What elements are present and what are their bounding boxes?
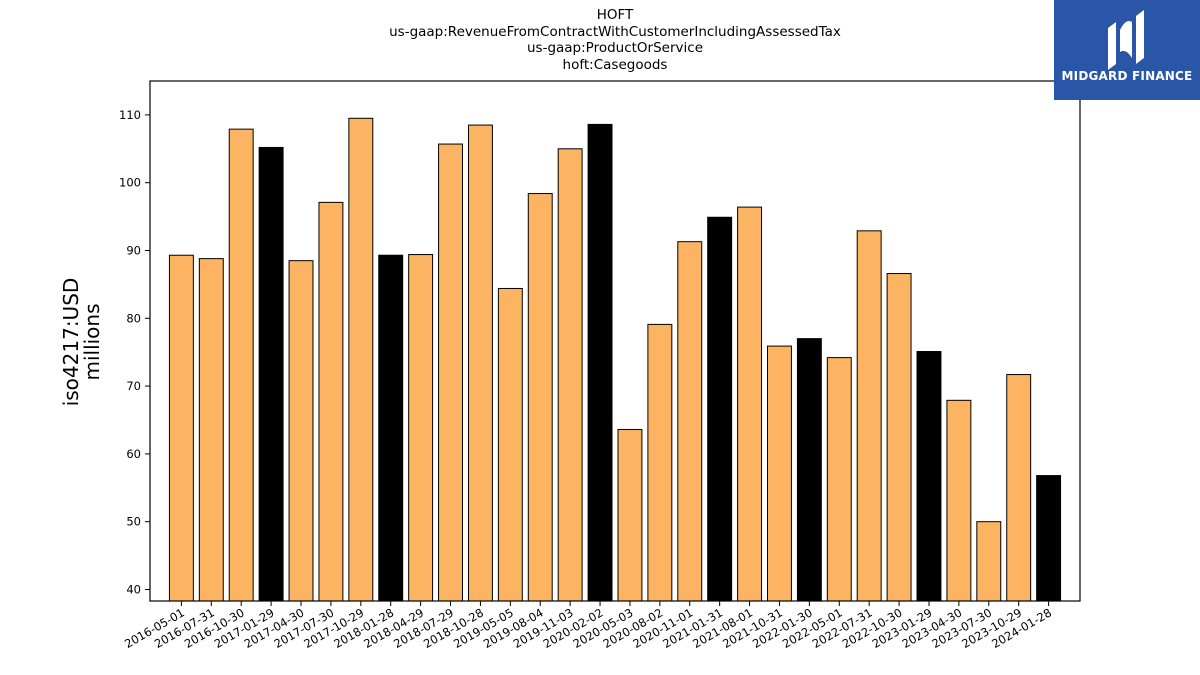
bar-2016-05-01 — [168, 254, 194, 602]
bar-2022-10-30 — [886, 273, 912, 602]
midgard-finance-logo: MIDGARD FINANCE — [1054, 0, 1200, 100]
plot-frame — [149, 80, 1081, 602]
bar-2022-01-30 — [796, 338, 822, 602]
bar-2023-07-30 — [976, 521, 1002, 602]
y-tick-label-50: 50 — [126, 515, 141, 529]
chart-title-line-2: us-gaap:RevenueFromContractWithCustomerI… — [389, 23, 841, 40]
y-tick-label-100: 100 — [119, 176, 141, 190]
bar-2021-08-01 — [737, 206, 763, 602]
bar-2022-05-01 — [826, 357, 852, 602]
chart-title: HOFT us-gaap:RevenueFromContractWithCust… — [150, 7, 1080, 73]
bar-2021-01-31 — [707, 216, 733, 602]
y-tick-label-110: 110 — [119, 108, 141, 122]
y-tick-label-90: 90 — [126, 243, 141, 257]
bar-2016-07-31 — [198, 258, 224, 602]
bar-2018-04-29 — [408, 254, 434, 602]
bar-2018-01-28 — [378, 254, 404, 602]
bar-2020-11-01 — [677, 241, 703, 602]
bar-2023-10-29 — [1006, 374, 1032, 602]
bar-2019-05-05 — [497, 287, 523, 602]
logo-text: MIDGARD FINANCE — [1061, 69, 1193, 83]
midgard-logo-icon — [1108, 10, 1144, 70]
chart-title-line-3: us-gaap:ProductOrService — [526, 40, 704, 57]
bar-2018-07-29 — [438, 143, 463, 602]
y-tick-label-60: 60 — [126, 447, 141, 461]
chart-title-line-1: HOFT — [596, 7, 634, 23]
chart-title-line-4: hoft:Casegoods — [562, 56, 668, 73]
bar-2018-10-28 — [467, 124, 493, 602]
bar-2020-05-03 — [617, 428, 643, 602]
bar-2016-10-30 — [228, 128, 254, 602]
bar-2017-07-30 — [318, 201, 344, 602]
bar-2017-01-29 — [258, 146, 284, 602]
bar-2019-11-03 — [557, 148, 583, 602]
bar-2020-08-02 — [647, 323, 673, 602]
bar-2024-01-28 — [1036, 475, 1062, 602]
bar-2023-01-29 — [916, 351, 942, 602]
bar-2023-04-30 — [946, 399, 972, 602]
y-tick-label-70: 70 — [126, 379, 141, 393]
bar-2020-02-02 — [587, 123, 613, 602]
bar-2017-04-30 — [288, 260, 314, 602]
y-tick-label-40: 40 — [126, 582, 141, 596]
bar-2019-08-04 — [527, 193, 553, 602]
bar-2021-10-31 — [767, 345, 792, 602]
bar-2022-07-31 — [856, 230, 882, 602]
bar-2017-10-29 — [348, 117, 374, 602]
y-tick-label-80: 80 — [126, 311, 141, 325]
